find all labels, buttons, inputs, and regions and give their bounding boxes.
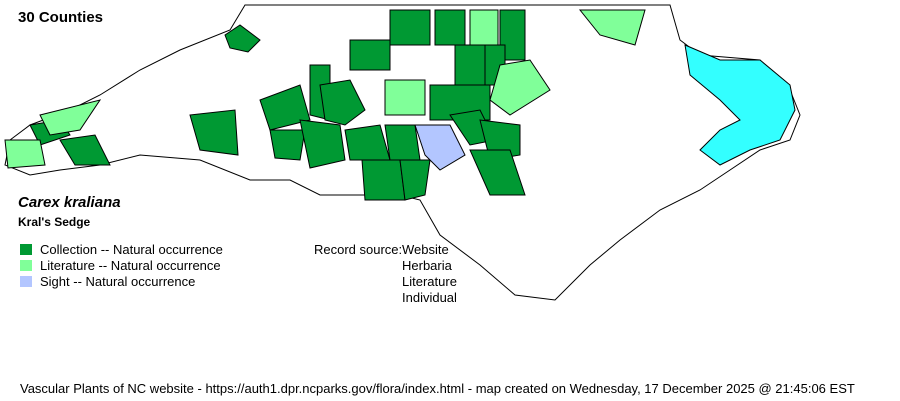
scientific-name: Carex kraliana [18, 194, 121, 211]
county-collection [224, 24, 261, 53]
county-count: 30 Counties [18, 9, 104, 26]
county-literature [384, 79, 426, 116]
county-collection [59, 134, 111, 166]
sound-water [684, 44, 796, 166]
county-literature [578, 9, 646, 46]
legend-label: Collection -- Natural occurrence [40, 242, 223, 257]
county-literature [489, 59, 551, 116]
record-source-value: Literature [402, 274, 457, 289]
county-collection [384, 124, 421, 161]
record-source-label: Record source: [314, 242, 403, 257]
record-source-value: Herbaria [402, 258, 452, 273]
county-collection [454, 44, 486, 86]
county-collection [319, 79, 366, 126]
county-literature [39, 99, 102, 136]
record-source-value: Website [402, 242, 449, 257]
county-collection [349, 39, 391, 71]
county-literature [469, 9, 499, 46]
legend-literature: Literature -- Natural occurrence [20, 258, 221, 273]
county-collection [269, 129, 306, 161]
legend-label: Literature -- Natural occurrence [40, 258, 221, 273]
county-collection [189, 109, 239, 156]
county-collection [389, 9, 431, 46]
county-collection [361, 159, 406, 201]
county-collection [434, 9, 466, 46]
record-source-value: Individual [402, 290, 457, 305]
sight-swatch [20, 276, 32, 287]
legend-sight: Sight -- Natural occurrence [20, 274, 195, 289]
county-collection [299, 119, 346, 169]
county-collection [499, 9, 526, 61]
legend-label: Sight -- Natural occurrence [40, 274, 196, 289]
county-sight [414, 124, 466, 171]
county-collection [259, 84, 311, 131]
footer-credit: Vascular Plants of NC website - https://… [20, 381, 855, 396]
collection-swatch [20, 244, 32, 255]
legend-collection: Collection -- Natural occurrence [20, 242, 223, 257]
county-literature [4, 139, 46, 169]
common-name: Kral's Sedge [18, 215, 91, 229]
county-collection [399, 159, 431, 201]
literature-swatch [20, 260, 32, 271]
county-collection [469, 149, 526, 196]
county-group [4, 9, 646, 201]
